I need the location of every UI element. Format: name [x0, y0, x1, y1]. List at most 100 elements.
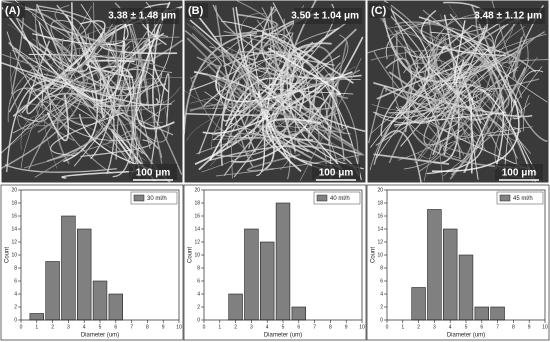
- x-tick-label: 4: [266, 324, 269, 330]
- histogram-panel: [183, 184, 367, 341]
- x-tick-label: 7: [130, 324, 133, 330]
- plot-frame: [20, 189, 180, 321]
- y-tick-label: 2: [380, 304, 383, 310]
- fiber: [54, 4, 167, 70]
- bar: [442, 228, 458, 321]
- bar: [490, 306, 505, 321]
- fiber: [513, 58, 529, 90]
- y-tick-label: 10: [194, 252, 200, 258]
- fiber: [56, 4, 115, 175]
- fiber: [334, 40, 350, 131]
- fiber: [491, 0, 522, 98]
- y-tick-label: 12: [377, 239, 383, 245]
- y-tick-label: 2: [197, 304, 200, 310]
- x-tick-label: 8: [146, 324, 149, 330]
- image-frame: [0, 0, 184, 184]
- measurement: 3.48 ± 1.12 μm: [474, 11, 542, 22]
- fiber: [235, 6, 280, 112]
- fiber: [222, 41, 314, 122]
- y-tick-label: 14: [377, 226, 383, 232]
- panel-label: (A): [5, 5, 21, 17]
- fiber: [404, 45, 512, 82]
- sem-image: [367, 0, 549, 183]
- fiber: [1, 62, 159, 106]
- y-tick-label: 6: [197, 278, 200, 284]
- fiber: [152, 29, 160, 121]
- fiber: [412, 15, 457, 65]
- y-tick-label: 16: [194, 213, 200, 219]
- fiber: [380, 25, 472, 137]
- fiber: [240, 13, 296, 161]
- x-tick-label: 6: [114, 324, 117, 330]
- fiber: [34, 117, 104, 178]
- fiber: [503, 70, 544, 178]
- fiber: [198, 48, 241, 155]
- fiber: [270, 6, 296, 79]
- y-tick-label: 20: [377, 187, 383, 193]
- fiber: [90, 22, 127, 160]
- fiber: [286, 45, 364, 170]
- fiber: [373, 51, 441, 140]
- fiber: [369, 59, 549, 171]
- fiber: [186, 111, 270, 116]
- fiber: [417, 84, 461, 159]
- fiber: [94, 80, 123, 109]
- y-tick-label: 6: [380, 278, 383, 284]
- y-axis-label: Count: [371, 247, 377, 263]
- fiber: [27, 49, 105, 92]
- fiber: [373, 24, 506, 165]
- label-bg: [495, 164, 543, 180]
- fiber: [261, 55, 341, 168]
- fiber: [203, 67, 284, 107]
- fiber: [236, 5, 304, 112]
- fiber: [297, 139, 363, 170]
- y-tick-label: 10: [11, 252, 17, 258]
- fiber: [223, 30, 359, 165]
- plot-frame: [386, 189, 546, 321]
- fiber: [132, 102, 149, 158]
- fiber: [201, 62, 305, 173]
- label-bg: [129, 164, 177, 180]
- fiber: [405, 65, 530, 169]
- fiber: [17, 83, 75, 130]
- fiber: [35, 5, 87, 103]
- scale-bar-label: 100 μm: [319, 168, 354, 179]
- x-tick-label: 1: [401, 324, 404, 330]
- fiber: [192, 25, 357, 151]
- image-frame: [366, 0, 550, 184]
- fiber: [403, 62, 532, 154]
- y-tick-label: 18: [377, 200, 383, 206]
- y-tick-label: 18: [194, 200, 200, 206]
- fiber: [44, 65, 135, 101]
- fiber: [299, 58, 362, 181]
- x-tick-label: 9: [528, 324, 531, 330]
- x-tick-label: 8: [329, 324, 332, 330]
- fiber: [11, 16, 24, 95]
- x-tick-label: 4: [449, 324, 452, 330]
- x-tick-label: 4: [83, 324, 86, 330]
- y-tick-label: 4: [14, 291, 17, 297]
- panel-label: (C): [371, 5, 387, 17]
- bar: [61, 215, 76, 321]
- y-tick-label: 16: [377, 213, 383, 219]
- fiber: [414, 67, 478, 164]
- fiber: [56, 42, 162, 165]
- fiber: [100, 32, 165, 119]
- fiber: [420, 10, 506, 57]
- fiber: [393, 31, 463, 104]
- fiber: [371, 104, 451, 112]
- fiber: [132, 33, 158, 167]
- fiber: [443, 102, 530, 177]
- fiber: [191, 18, 272, 78]
- y-tick-label: 10: [377, 252, 383, 258]
- fiber: [249, 33, 265, 177]
- fiber: [517, 16, 529, 79]
- scale-bar-label: 100 μm: [502, 168, 537, 179]
- x-tick-label: 10: [359, 324, 365, 330]
- bar: [45, 261, 60, 321]
- x-tick-label: 1: [35, 324, 38, 330]
- legend-swatch: [316, 194, 328, 202]
- fiber: [375, 24, 494, 146]
- fiber: [419, 29, 482, 172]
- fiber: [230, 72, 272, 179]
